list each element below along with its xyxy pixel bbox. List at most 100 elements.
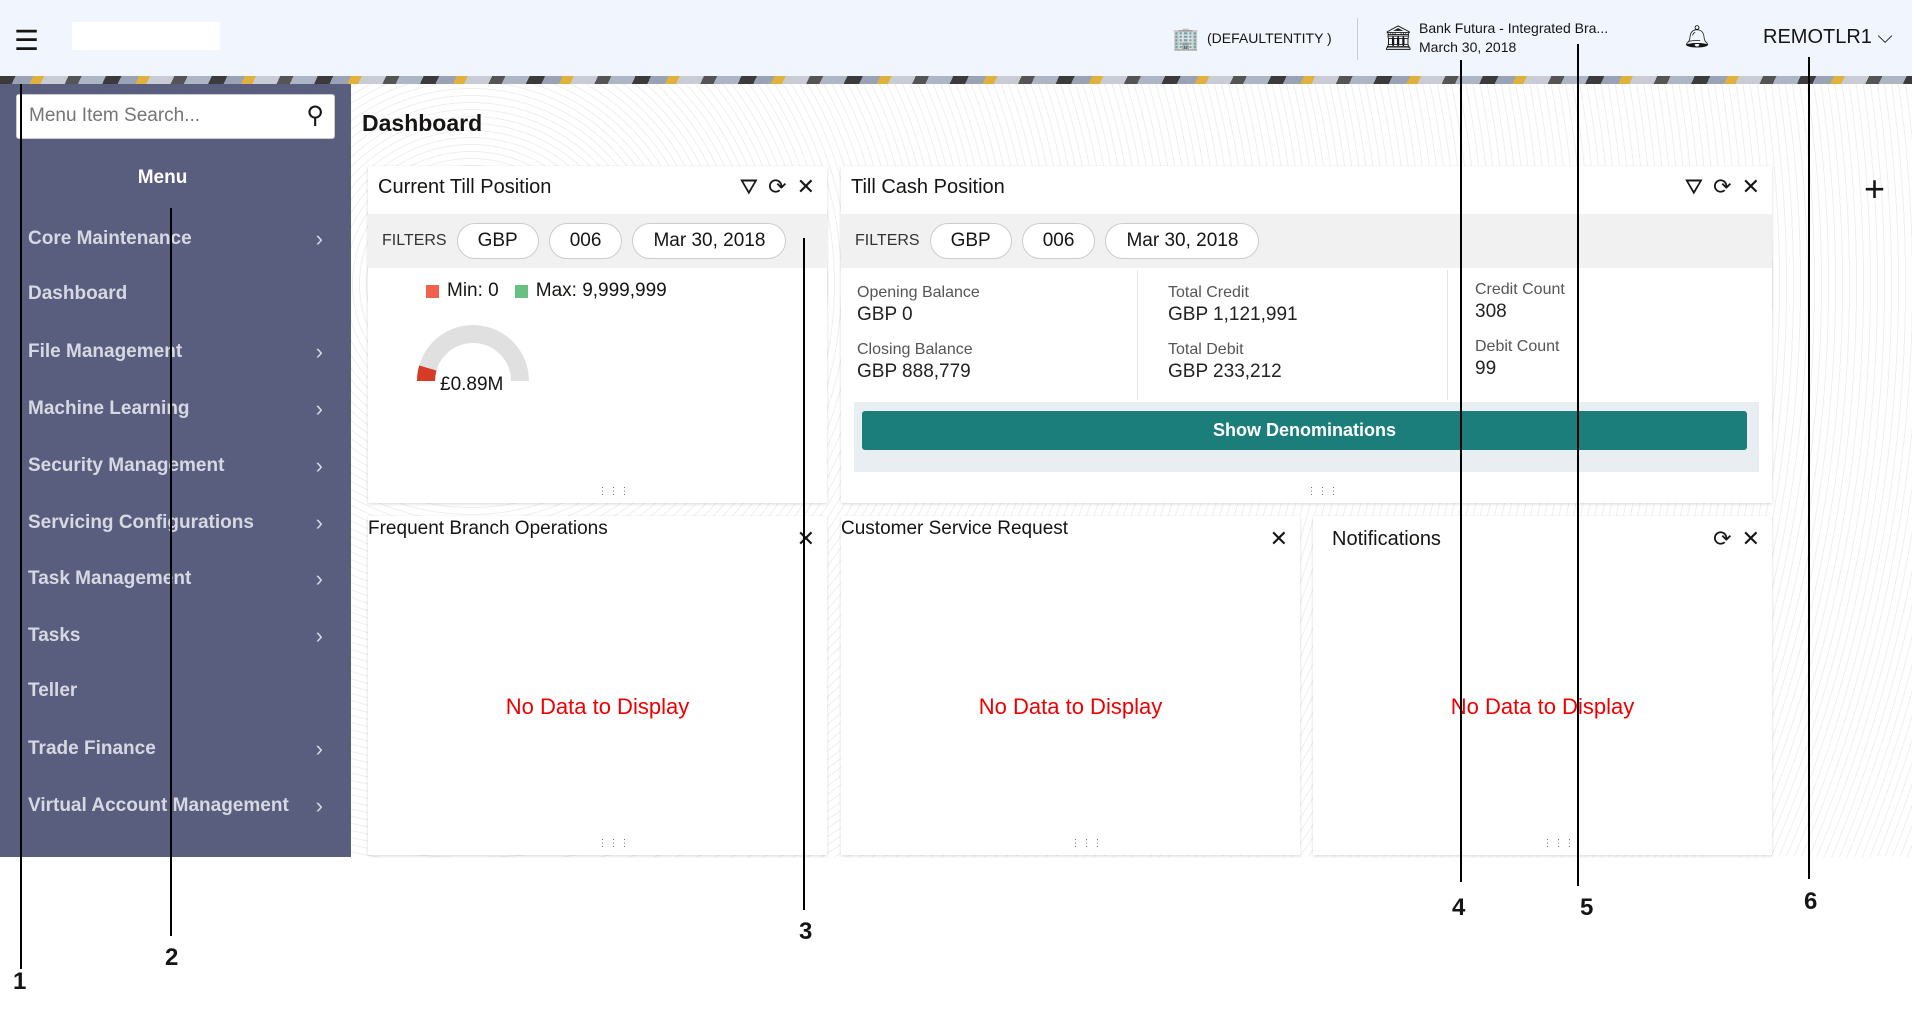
label: Credit Count: [1475, 281, 1565, 298]
logo: [72, 22, 220, 50]
total-debit: Total Debit GBP 233,212: [1168, 341, 1282, 383]
label: Total Debit: [1168, 341, 1244, 358]
bank-icon: 🏛: [1383, 25, 1414, 52]
callout-line: [803, 238, 805, 910]
closing-balance: Closing Balance GBP 888,779: [857, 341, 973, 383]
sidebar-item-label: Security Management: [28, 454, 225, 476]
opening-balance: Opening Balance GBP 0: [857, 284, 980, 326]
label: Closing Balance: [857, 341, 973, 358]
sidebar-item[interactable]: File Management ›: [28, 339, 323, 365]
callout-label: 2: [165, 944, 179, 971]
filter-date[interactable]: Mar 30, 2018: [632, 223, 787, 259]
chevron-right-icon: ›: [315, 339, 323, 365]
value: 99: [1475, 358, 1497, 379]
customer-service-request-widget: Customer Service Request ✕ No Data to Di…: [841, 516, 1300, 855]
close-icon[interactable]: ✕: [1741, 174, 1760, 199]
refresh-icon[interactable]: ⟳: [1713, 174, 1732, 199]
chevron-right-icon: ›: [315, 566, 323, 592]
user-name: REMOTLR1: [1763, 26, 1872, 48]
close-icon[interactable]: ✕: [1269, 526, 1288, 551]
callout-line: [20, 84, 22, 969]
sidebar-item[interactable]: Teller: [28, 680, 323, 702]
till-cash-position-widget: Till Cash Position ⛛ ⟳ ✕ FILTERS GBP 006 M…: [841, 166, 1772, 503]
current-till-position-widget: Current Till Position ⛛ ⟳ ✕ FILTERS GBP 00…: [368, 166, 827, 503]
filters-bar: FILTERS GBP 006 Mar 30, 2018: [368, 214, 827, 268]
menu-search-input[interactable]: [17, 95, 287, 137]
bell-icon[interactable]: 🔔︎: [1683, 24, 1711, 49]
sidebar-item[interactable]: Virtual Account Management ›: [28, 793, 323, 819]
label: Total Credit: [1168, 284, 1249, 301]
branch-name[interactable]: Bank Futura - Integrated Bra...: [1419, 20, 1609, 36]
widget-title: Customer Service Request: [841, 518, 1069, 539]
value: 308: [1475, 301, 1507, 322]
resize-handle-icon[interactable]: ⋮⋮⋮: [597, 838, 631, 849]
widget-title: Notifications: [1332, 528, 1441, 550]
till-gauge: [417, 325, 529, 382]
filter-currency[interactable]: GBP: [456, 223, 539, 259]
entity-label[interactable]: (DEFAULTENTITY ): [1207, 30, 1332, 46]
callout-label: 3: [799, 918, 813, 945]
sidebar-item[interactable]: Core Maintenance ›: [28, 226, 323, 252]
callout-line: [170, 208, 172, 936]
legend-max-swatch: [514, 284, 528, 298]
close-icon[interactable]: ✕: [796, 174, 815, 199]
sidebar-item[interactable]: Trade Finance ›: [28, 736, 323, 762]
chevron-right-icon: ›: [315, 452, 323, 478]
legend-max: Max: 9,999,999: [535, 280, 667, 301]
filter-icon[interactable]: ⛛: [739, 174, 759, 199]
sidebar-item[interactable]: Task Management ›: [28, 566, 323, 592]
sidebar-item[interactable]: Tasks ›: [28, 623, 323, 649]
show-denominations-button[interactable]: Show Denominations: [862, 411, 1747, 450]
chevron-right-icon: ›: [315, 622, 323, 648]
sidebar-item-label: File Management: [28, 341, 183, 363]
menu-search[interactable]: ⚲: [16, 94, 335, 139]
chevron-right-icon: ›: [315, 396, 323, 422]
refresh-icon[interactable]: ⟳: [1713, 526, 1732, 551]
no-data-message: No Data to Display: [978, 694, 1163, 719]
label: Debit Count: [1475, 338, 1560, 355]
divider: [1137, 270, 1138, 400]
resize-handle-icon[interactable]: ⋮⋮⋮: [1542, 838, 1576, 849]
sidebar-item[interactable]: Security Management ›: [28, 453, 323, 479]
user-menu[interactable]: REMOTLR1 ⌵: [1763, 26, 1893, 49]
gauge-value: £0.89M: [440, 374, 504, 395]
resize-handle-icon[interactable]: ⋮⋮⋮: [1070, 838, 1104, 849]
chevron-right-icon: ›: [315, 793, 323, 818]
close-icon[interactable]: ✕: [1741, 526, 1760, 551]
total-credit: Total Credit GBP 1,121,991: [1168, 284, 1298, 326]
legend-min-swatch: [426, 284, 439, 298]
widget-title: Till Cash Position: [851, 176, 1005, 198]
hamburger-menu-icon[interactable]: ☰: [14, 25, 40, 56]
callout-label: 6: [1804, 888, 1818, 915]
callout-line: [1577, 44, 1579, 886]
credit-count: Credit Count 308: [1475, 281, 1565, 323]
filter-branch[interactable]: 006: [548, 223, 623, 259]
gauge-fill: [417, 365, 437, 382]
decorative-banner: [0, 76, 1912, 84]
value: GBP 233,212: [1168, 361, 1282, 382]
resize-handle-icon[interactable]: ⋮⋮⋮: [1306, 486, 1340, 497]
sidebar-item[interactable]: Dashboard: [28, 283, 323, 305]
resize-handle-icon[interactable]: ⋮⋮⋮: [597, 486, 631, 497]
sidebar-item-label: Core Maintenance: [28, 228, 192, 249]
close-icon[interactable]: ✕: [796, 526, 815, 551]
sidebar-item-label: Trade Finance: [28, 738, 156, 760]
filter-date[interactable]: Mar 30, 2018: [1105, 223, 1260, 259]
filters-bar: FILTERS GBP 006 Mar 30, 2018: [841, 214, 1772, 268]
add-widget-plus-icon[interactable]: +: [1864, 168, 1886, 209]
callout-label: 5: [1580, 894, 1594, 921]
legend-min: Min: 0: [447, 280, 499, 301]
refresh-icon[interactable]: ⟳: [768, 174, 787, 199]
value: GBP 888,779: [857, 361, 971, 382]
filter-icon[interactable]: ⛛: [1684, 174, 1704, 199]
branch-date: March 30, 2018: [1419, 39, 1517, 55]
sidebar-item[interactable]: Servicing Configurations ›: [28, 510, 323, 536]
sidebar-item-label: Tasks: [28, 624, 81, 646]
sidebar-item[interactable]: Machine Learning ›: [28, 396, 323, 422]
divider: [1447, 270, 1448, 400]
search-icon[interactable]: ⚲: [306, 102, 324, 129]
sidebar-item-label: Servicing Configurations: [28, 511, 254, 533]
filter-branch[interactable]: 006: [1021, 223, 1096, 259]
widget-title: Frequent Branch Operations: [368, 518, 608, 539]
filter-currency[interactable]: GBP: [929, 223, 1012, 259]
